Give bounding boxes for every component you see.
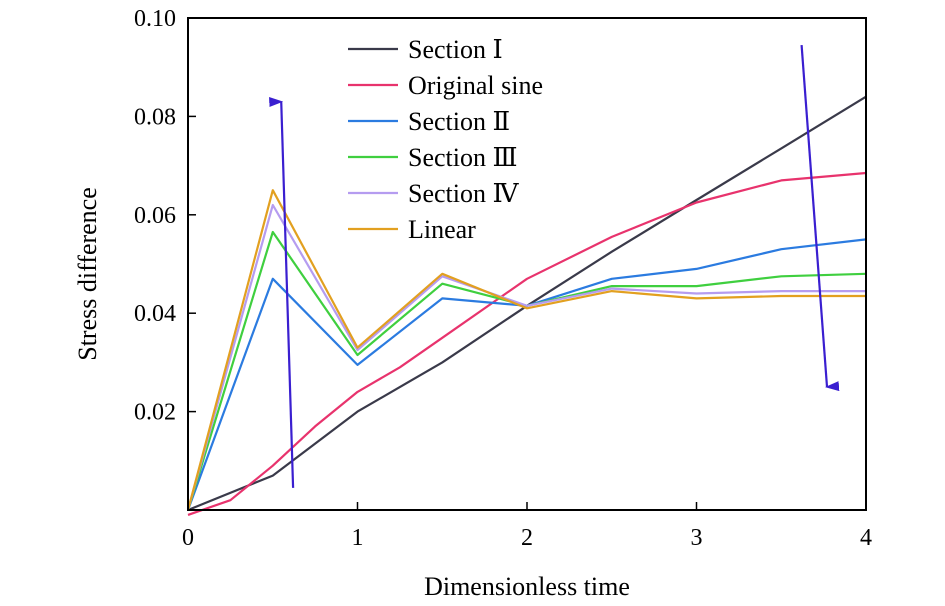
legend-label: Section Ⅲ [408,143,518,172]
axes [187,17,867,511]
legend: Section Ⅰ Original sine Section Ⅱ Section Ⅲ… [348,35,543,244]
x-tick-label: 0 [182,525,194,551]
legend-label: Section Ⅰ [408,35,503,64]
series-line [187,171,867,516]
x-axis-title: Dimensionless time [424,572,630,601]
legend-label: Section Ⅱ [408,107,510,136]
legend-label: Section Ⅳ [408,179,519,208]
y-tick-label: 0.06 [134,203,176,229]
x-tick-label: 3 [691,525,703,551]
y-tick-label: 0.10 [134,6,176,32]
plot-area [186,95,867,516]
y-tick-label: 0.04 [134,301,176,327]
series-line [186,203,866,511]
trend-arrow-down [800,44,840,392]
y-tick-label: 0.08 [134,104,176,130]
x-tick-label: 2 [521,525,533,551]
annotations [269,44,840,488]
series-line [186,189,866,511]
legend-label: Original sine [408,71,543,100]
series-line [187,95,867,512]
x-tick-label: 1 [352,525,364,551]
y-tick-label: 0.02 [134,400,176,426]
tick-labels: 0 1 2 3 4 0.02 0.04 0.06 0.08 0.10 [134,6,872,551]
x-tick-label: 4 [860,525,872,551]
legend-label: Linear [408,215,476,244]
y-axis-title: Stress difference [73,187,102,361]
trend-arrow-up [269,97,295,488]
